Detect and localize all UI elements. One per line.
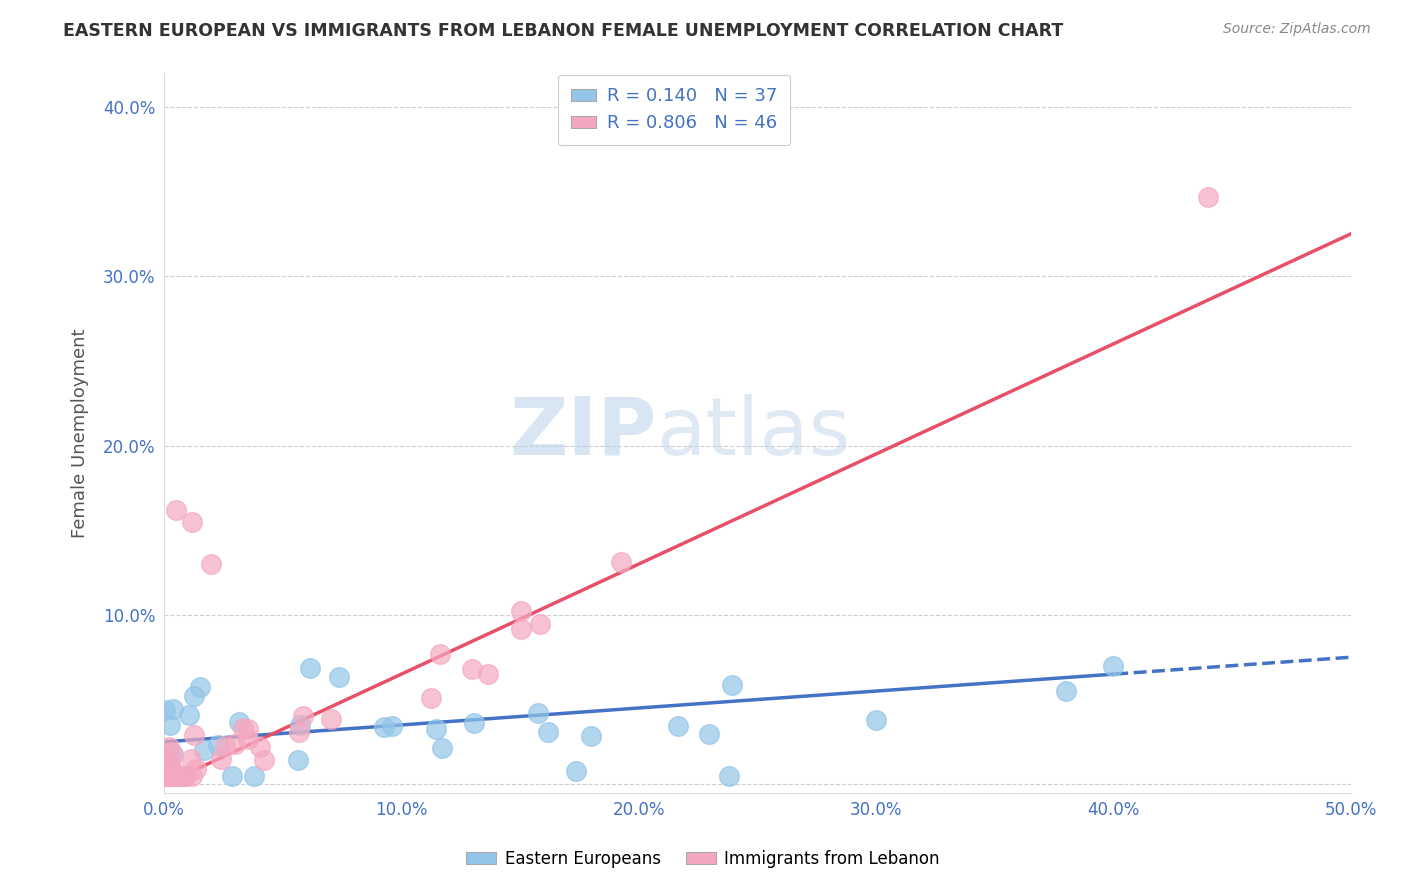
Point — [699, 726, 721, 740]
Point — [526, 706, 548, 721]
Point — [183, 728, 205, 742]
Point — [287, 753, 309, 767]
Point — [157, 739, 180, 754]
Point — [165, 769, 187, 783]
Point — [157, 769, 180, 783]
Point — [565, 764, 588, 778]
Point — [207, 739, 229, 753]
Point — [288, 718, 311, 732]
Point — [181, 769, 204, 783]
Point — [718, 769, 741, 783]
Point — [160, 762, 183, 776]
Point — [381, 718, 404, 732]
Point — [174, 769, 197, 783]
Point — [183, 690, 205, 704]
Point — [1197, 189, 1219, 203]
Point — [180, 752, 202, 766]
Point — [214, 739, 236, 753]
Point — [165, 769, 187, 783]
Point — [537, 725, 560, 739]
Point — [865, 713, 887, 727]
Point — [666, 719, 689, 733]
Point — [510, 622, 533, 636]
Point — [461, 662, 484, 676]
Point — [165, 503, 187, 517]
Point — [373, 720, 395, 734]
Point — [193, 743, 215, 757]
Point — [529, 617, 551, 632]
Point — [1054, 684, 1077, 698]
Point — [170, 769, 193, 783]
Point — [721, 678, 744, 692]
Point — [159, 769, 181, 783]
Point — [186, 762, 208, 776]
Point — [162, 747, 184, 762]
Point — [228, 714, 250, 729]
Point — [153, 703, 176, 717]
Point — [221, 769, 243, 783]
Point — [181, 515, 204, 529]
Point — [162, 767, 184, 781]
Text: atlas: atlas — [657, 394, 851, 472]
Y-axis label: Female Unemployment: Female Unemployment — [72, 328, 89, 538]
Point — [160, 769, 183, 783]
Point — [174, 769, 197, 783]
Point — [249, 740, 271, 755]
Point — [156, 769, 179, 783]
Point — [209, 752, 232, 766]
Point — [288, 725, 311, 739]
Point — [162, 769, 184, 783]
Point — [188, 680, 211, 694]
Point — [232, 721, 254, 735]
Text: EASTERN EUROPEAN VS IMMIGRANTS FROM LEBANON FEMALE UNEMPLOYMENT CORRELATION CHAR: EASTERN EUROPEAN VS IMMIGRANTS FROM LEBA… — [63, 22, 1063, 40]
Point — [319, 712, 342, 726]
Text: ZIP: ZIP — [509, 394, 657, 472]
Point — [238, 732, 260, 747]
Point — [463, 716, 485, 731]
Point — [298, 661, 321, 675]
Point — [243, 769, 266, 783]
Point — [328, 670, 350, 684]
Point — [162, 702, 184, 716]
Point — [425, 722, 447, 736]
Point — [509, 604, 531, 618]
Point — [160, 745, 183, 759]
Legend: R = 0.140   N = 37, R = 0.806   N = 46: R = 0.140 N = 37, R = 0.806 N = 46 — [558, 75, 790, 145]
Point — [253, 753, 276, 767]
Point — [430, 741, 453, 756]
Point — [291, 708, 314, 723]
Point — [236, 723, 259, 737]
Point — [200, 557, 222, 571]
Point — [153, 755, 176, 769]
Point — [153, 769, 176, 783]
Legend: Eastern Europeans, Immigrants from Lebanon: Eastern Europeans, Immigrants from Leban… — [460, 844, 946, 875]
Point — [159, 718, 181, 732]
Point — [156, 768, 179, 782]
Point — [179, 708, 201, 723]
Text: Source: ZipAtlas.com: Source: ZipAtlas.com — [1223, 22, 1371, 37]
Point — [420, 690, 443, 705]
Point — [224, 737, 246, 751]
Point — [429, 647, 451, 661]
Point — [157, 757, 180, 772]
Point — [610, 555, 633, 569]
Point — [1102, 658, 1125, 673]
Point — [477, 666, 499, 681]
Point — [581, 729, 603, 743]
Point — [166, 769, 188, 783]
Point — [159, 753, 181, 767]
Point — [160, 769, 183, 783]
